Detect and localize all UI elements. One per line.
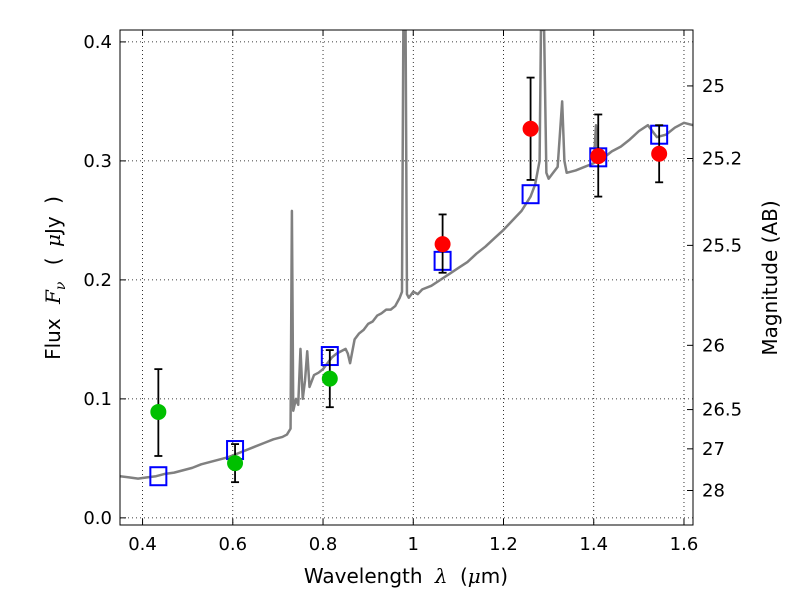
y-axis-label-unit-rest: Jy	[41, 216, 65, 236]
x-axis-label: Wavelength λ (μm)	[304, 564, 508, 588]
y2-tick-label: 25.2	[702, 149, 742, 170]
y2-axis-label: Magnitude (AB)	[758, 200, 782, 355]
y-axis-label-symbol: F	[41, 289, 65, 305]
x-tick-label: 1	[408, 534, 419, 555]
y-axis-label-unit-close: )	[41, 196, 65, 204]
plot-frame	[119, 29, 694, 526]
x-axis-label-unit-mu: μ	[468, 564, 481, 588]
x-axis-label-symbol: λ	[434, 564, 448, 588]
x-axis-label-unit-rest: m)	[481, 564, 508, 588]
model-square-marker	[521, 184, 540, 205]
photometry-point	[227, 455, 244, 472]
y-tick-label: 0.1	[83, 389, 112, 410]
y-tick-label: 0.2	[83, 270, 112, 291]
photometry-point	[651, 145, 668, 162]
spectrum-line	[120, 30, 693, 480]
y-axis-label-prefix: Flux	[41, 318, 65, 360]
photometry-point	[150, 403, 167, 420]
photometry-point	[434, 236, 451, 253]
x-axis-label-unit-open: (	[460, 564, 468, 588]
photometry-point	[321, 370, 338, 387]
x-tick-label: 1.6	[670, 534, 699, 555]
y-axis-label-unit-open: (	[41, 257, 65, 265]
x-tick-label: 0.6	[218, 534, 247, 555]
y2-tick-label: 26.5	[702, 400, 742, 421]
y2-tick-label: 25.5	[702, 235, 742, 256]
grid	[120, 30, 693, 525]
photometry-point	[522, 120, 539, 137]
photometry-point	[590, 148, 607, 165]
error-bars	[150, 76, 668, 484]
y-axis-label: Flux Fν ( μJy )	[41, 196, 70, 360]
y2-tick-label: 28	[702, 480, 725, 501]
y-tick-label: 0.4	[83, 32, 112, 53]
y2-tick-label: 25	[702, 76, 725, 97]
y-axis-ticks: 0.0 0.1 0.2 0.3 0.4	[83, 32, 126, 529]
x-axis-label-prefix: Wavelength	[304, 564, 423, 588]
y-tick-label: 0.3	[83, 151, 112, 172]
y-axis-label-unit-mu: μ	[41, 234, 65, 247]
x-axis-ticks: 0.4 0.6 0.8 1 1.2 1.4 1.6	[128, 30, 698, 555]
x-tick-label: 0.4	[128, 534, 157, 555]
x-tick-label: 0.8	[309, 534, 338, 555]
x-tick-label: 1.2	[489, 534, 518, 555]
y-axis-label-sub: ν	[53, 281, 69, 290]
model-square-marker	[149, 466, 168, 487]
y2-axis-ticks: 25 25.2 25.5 26 26.5 27 28	[687, 76, 742, 501]
y-tick-label: 0.0	[83, 508, 112, 529]
x-tick-label: 1.4	[579, 534, 608, 555]
y2-tick-label: 26	[702, 335, 725, 356]
y2-tick-label: 27	[702, 439, 725, 460]
